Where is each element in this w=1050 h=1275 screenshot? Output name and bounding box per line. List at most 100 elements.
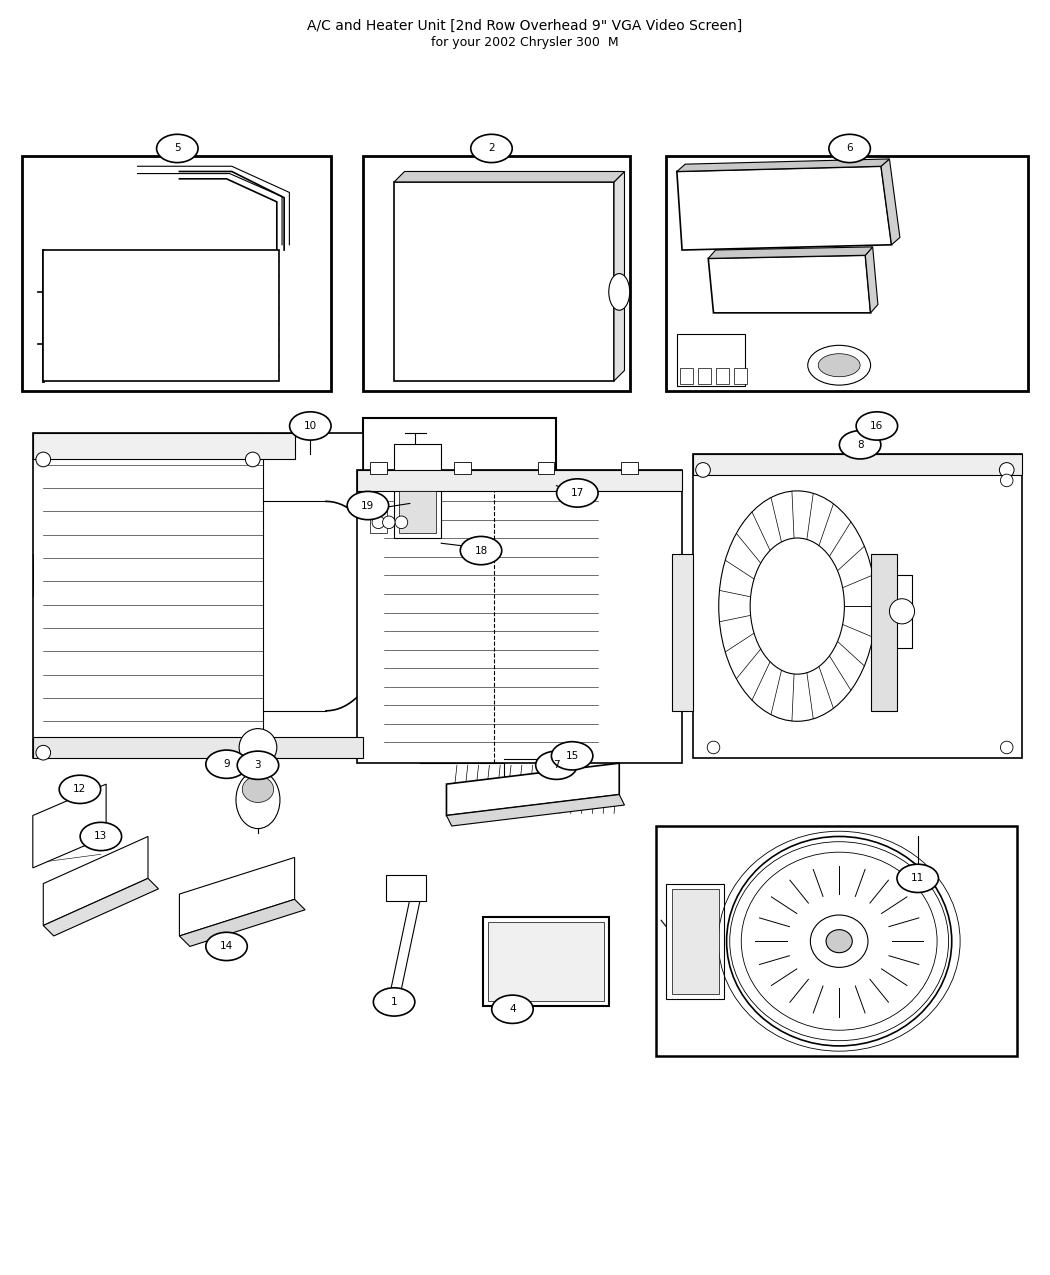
Ellipse shape <box>460 537 502 565</box>
Ellipse shape <box>807 346 870 385</box>
Text: 2: 2 <box>488 144 495 153</box>
Ellipse shape <box>243 776 274 802</box>
Text: 6: 6 <box>846 144 853 153</box>
Text: 11: 11 <box>911 873 924 884</box>
Ellipse shape <box>206 932 248 960</box>
Text: 14: 14 <box>219 941 233 951</box>
Circle shape <box>696 463 711 477</box>
Bar <box>656 826 1017 1057</box>
Text: 18: 18 <box>475 546 487 556</box>
Circle shape <box>708 741 720 754</box>
Circle shape <box>246 453 260 467</box>
Ellipse shape <box>536 751 578 779</box>
Bar <box>33 434 362 757</box>
Bar <box>370 462 386 474</box>
Bar <box>385 875 425 901</box>
Text: for your 2002 Chrysler 300  M: for your 2002 Chrysler 300 M <box>432 36 618 48</box>
Ellipse shape <box>348 491 388 520</box>
Text: 12: 12 <box>74 784 86 794</box>
Text: 3: 3 <box>255 760 261 770</box>
Text: 7: 7 <box>553 760 560 770</box>
Circle shape <box>889 599 915 623</box>
Bar <box>483 917 609 1006</box>
Text: A/C and Heater Unit [2nd Row Overhead 9" VGA Video Screen]: A/C and Heater Unit [2nd Row Overhead 9"… <box>308 19 742 33</box>
Text: 13: 13 <box>94 831 107 842</box>
Bar <box>667 884 723 998</box>
Bar <box>394 444 441 538</box>
Bar <box>693 454 1023 476</box>
Ellipse shape <box>290 412 331 440</box>
Text: 8: 8 <box>857 440 863 450</box>
Text: 1: 1 <box>391 997 397 1007</box>
Bar <box>488 922 604 1001</box>
Ellipse shape <box>750 538 844 674</box>
Bar <box>362 418 556 570</box>
Ellipse shape <box>828 134 870 163</box>
Circle shape <box>395 516 407 529</box>
Ellipse shape <box>59 775 101 803</box>
Polygon shape <box>394 171 625 182</box>
Polygon shape <box>677 159 889 171</box>
Polygon shape <box>33 784 106 868</box>
Ellipse shape <box>470 134 512 163</box>
Ellipse shape <box>556 479 598 507</box>
Circle shape <box>1001 474 1013 487</box>
Bar <box>399 491 436 533</box>
Bar <box>22 156 331 391</box>
Polygon shape <box>394 182 614 381</box>
Ellipse shape <box>374 988 415 1016</box>
Bar <box>33 737 362 757</box>
Ellipse shape <box>156 134 198 163</box>
Ellipse shape <box>856 412 898 440</box>
Ellipse shape <box>80 822 122 850</box>
Bar <box>538 462 554 474</box>
Text: 19: 19 <box>361 501 375 510</box>
Bar <box>677 334 744 386</box>
Circle shape <box>372 516 384 529</box>
Bar <box>698 368 711 384</box>
Bar <box>454 462 470 474</box>
Bar <box>672 889 719 993</box>
Circle shape <box>36 453 50 467</box>
Circle shape <box>1001 741 1013 754</box>
Text: 10: 10 <box>303 421 317 431</box>
Circle shape <box>36 746 50 760</box>
Circle shape <box>382 516 395 529</box>
Circle shape <box>246 746 260 760</box>
Bar <box>357 470 682 491</box>
Text: 9: 9 <box>224 759 230 769</box>
Bar <box>667 156 1028 391</box>
Bar <box>33 434 295 459</box>
Text: 17: 17 <box>571 488 584 499</box>
Bar <box>680 368 693 384</box>
Polygon shape <box>614 171 625 381</box>
Bar <box>672 553 693 710</box>
Text: 4: 4 <box>509 1005 516 1015</box>
Circle shape <box>239 728 277 766</box>
Bar <box>357 470 682 764</box>
Polygon shape <box>180 857 295 936</box>
Ellipse shape <box>839 431 881 459</box>
Polygon shape <box>709 247 873 259</box>
Bar <box>716 368 729 384</box>
Polygon shape <box>881 159 900 245</box>
Ellipse shape <box>897 864 939 892</box>
Polygon shape <box>43 878 159 936</box>
Ellipse shape <box>206 750 248 778</box>
Ellipse shape <box>818 353 860 376</box>
Polygon shape <box>865 247 878 312</box>
Text: 16: 16 <box>870 421 883 431</box>
Bar <box>870 553 897 710</box>
Ellipse shape <box>491 994 533 1024</box>
Bar <box>43 250 279 381</box>
Ellipse shape <box>236 771 280 829</box>
Polygon shape <box>709 255 870 312</box>
Polygon shape <box>388 899 420 998</box>
Ellipse shape <box>811 915 868 968</box>
Ellipse shape <box>826 929 853 952</box>
Bar <box>693 454 1023 757</box>
Ellipse shape <box>551 742 593 770</box>
Bar <box>734 368 747 384</box>
Bar <box>622 462 638 474</box>
Circle shape <box>1000 463 1014 477</box>
